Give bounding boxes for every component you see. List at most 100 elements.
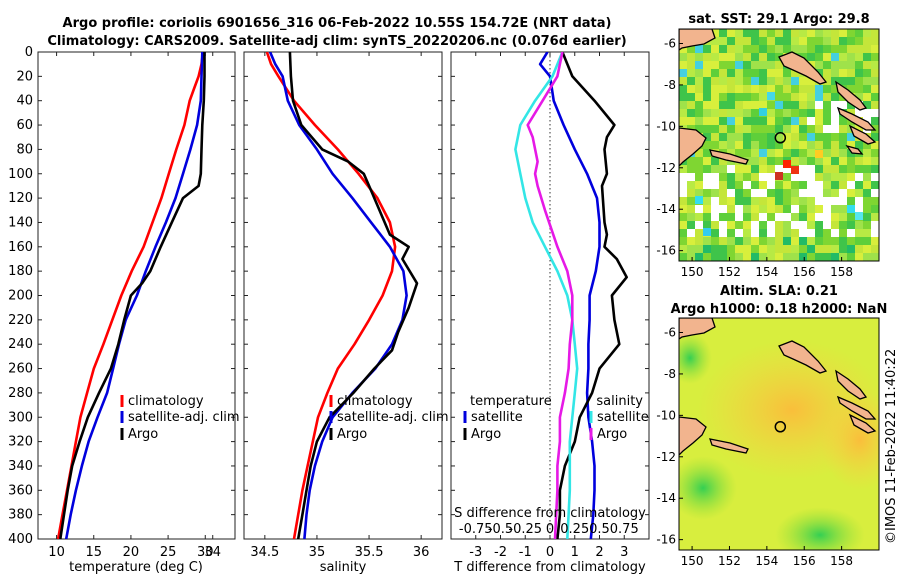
sst-cell [847, 29, 855, 37]
sst-cell [759, 245, 767, 253]
sst-cell [687, 213, 695, 221]
sst-cell [815, 29, 823, 37]
sst-cell [751, 61, 759, 69]
x-tick-label: 34.5 [250, 545, 279, 560]
sst-cell [719, 29, 727, 37]
sst-cell [799, 157, 807, 165]
sst-cell [823, 117, 831, 125]
series-line-s-satellite [514, 52, 579, 539]
sst-cell [839, 173, 847, 181]
sst-cell [815, 237, 823, 245]
sst-cell [751, 37, 759, 45]
sst-cell [735, 197, 743, 205]
lat-tick-label: -12 [656, 450, 676, 464]
x-tick-label: 25 [160, 545, 177, 560]
sst-cell [823, 181, 831, 189]
sst-cell [751, 93, 759, 101]
sst-cell [839, 77, 847, 85]
sst-cell-highlight [759, 108, 767, 116]
sst-cell [799, 181, 807, 189]
sst-cell [791, 141, 799, 149]
sst-cell [687, 181, 695, 189]
depth-tick-label: 220 [8, 313, 33, 328]
sst-cell [719, 133, 727, 141]
sst-cell [727, 101, 735, 109]
difference-lines [514, 52, 628, 539]
sst-cell [871, 237, 879, 245]
sst-cell [775, 229, 783, 237]
sst-cell [767, 45, 775, 53]
sst-cell [799, 173, 807, 181]
sst-cell [855, 93, 863, 101]
sst-cell [719, 85, 727, 93]
x-tick-label: 34 [204, 545, 221, 560]
sst-cell [863, 149, 871, 157]
sst-cell [783, 165, 791, 173]
legend-climatology-label: climatology [128, 394, 204, 409]
lat-tick-label: -12 [656, 161, 676, 175]
sst-cell [791, 181, 799, 189]
sla-coastline [679, 318, 877, 456]
sst-cell [751, 245, 759, 253]
sst-cell [799, 237, 807, 245]
sst-cell [703, 93, 711, 101]
sst-cell [679, 221, 687, 229]
sst-cell [743, 173, 751, 181]
sst-cell [679, 213, 687, 221]
sst-cell [799, 149, 807, 157]
sst-cell [807, 165, 815, 173]
sst-cell [871, 197, 879, 205]
sst-map-frame [678, 28, 880, 262]
sst-cell [855, 245, 863, 253]
lat-tick-label: -16 [656, 244, 676, 258]
sst-cell [735, 237, 743, 245]
sst-cell [839, 237, 847, 245]
sst-cell [719, 109, 727, 117]
sst-cell [855, 109, 863, 117]
depth-axis-ticks: 0 20 40 60 80 100 120 140 160 180 200 220 240 260 280 3… [8, 45, 235, 547]
sst-cell [791, 77, 799, 85]
series-line-satellite-adj-clim [64, 52, 204, 539]
depth-tick-label: 380 [8, 508, 33, 523]
sst-cell [719, 141, 727, 149]
sst-cell [735, 253, 743, 261]
sst-cell [847, 133, 855, 141]
sst-cells [679, 29, 879, 261]
depth-tick-label: 400 [8, 532, 33, 547]
sst-cell [855, 229, 863, 237]
depth-tick-label: 360 [8, 483, 33, 498]
sst-cell [863, 53, 871, 61]
sst-cell [799, 29, 807, 37]
sst-cell [847, 221, 855, 229]
sst-cell [759, 29, 767, 37]
sst-cell [847, 141, 855, 149]
sst-cell [783, 45, 791, 53]
sst-cell [759, 133, 767, 141]
sst-cell [727, 53, 735, 61]
sst-cell [695, 77, 703, 85]
sst-cell [687, 45, 695, 53]
sst-cell [775, 197, 783, 205]
sst-cell [815, 173, 823, 181]
sst-cell [799, 205, 807, 213]
sst-cell [791, 125, 799, 133]
sst-cell [695, 93, 703, 101]
sst-cell [719, 253, 727, 261]
sst-cell [783, 117, 791, 125]
sst-cell [815, 61, 823, 69]
x-tick-label: 2 [595, 545, 603, 560]
sst-cell [823, 221, 831, 229]
sst-cell [679, 77, 687, 85]
sst-cell [711, 197, 719, 205]
difference-depth-ticks [451, 51, 649, 540]
lon-tick-label: 158 [830, 265, 853, 279]
lat-tick-label: -14 [656, 491, 676, 505]
sst-cell [791, 173, 799, 181]
sst-cell [847, 245, 855, 253]
sst-cell [679, 173, 687, 181]
sst-cell [855, 45, 863, 53]
sst-cell [783, 69, 791, 77]
sst-cell [743, 189, 751, 197]
sst-cell [767, 85, 775, 93]
sst-cell [735, 173, 743, 181]
